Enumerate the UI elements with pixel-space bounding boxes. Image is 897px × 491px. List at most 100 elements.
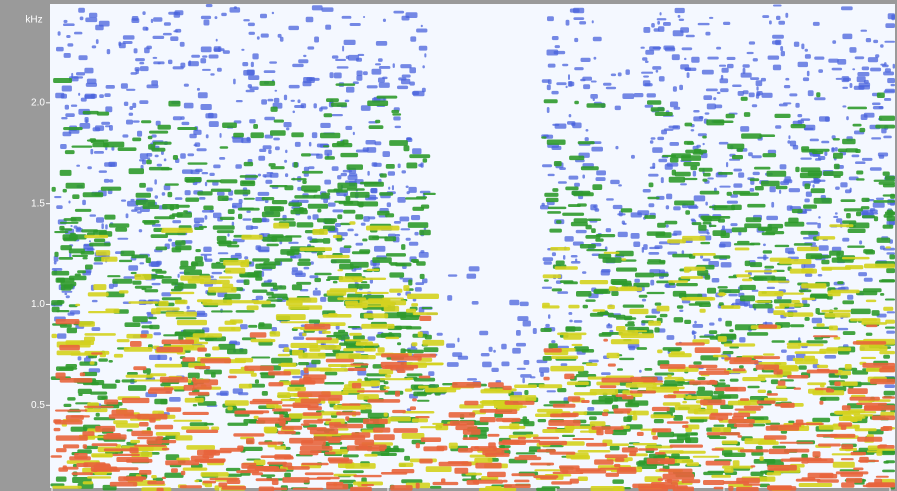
texture-cell [700, 242, 710, 244]
texture-cell [618, 72, 622, 76]
texture-cell [886, 268, 895, 273]
texture-cell [819, 116, 829, 121]
texture-cell [595, 238, 603, 241]
texture-cell [149, 418, 155, 423]
texture-cell [654, 273, 669, 276]
texture-cell [803, 205, 817, 209]
texture-cell [332, 349, 340, 352]
texture-cell [683, 178, 697, 180]
texture-cell [658, 478, 664, 481]
texture-cell [563, 281, 578, 284]
texture-cell [604, 252, 620, 254]
texture-cell [407, 294, 439, 299]
texture-cell [391, 110, 399, 113]
texture-cell [193, 130, 201, 135]
texture-cell [826, 389, 834, 393]
texture-cell [509, 423, 519, 429]
texture-cell [251, 62, 254, 67]
texture-cell [872, 406, 884, 408]
texture-cell [784, 312, 814, 316]
texture-cell [126, 334, 152, 339]
texture-cell [206, 180, 221, 183]
texture-cell [770, 258, 791, 262]
texture-cell [611, 291, 618, 296]
texture-cell [357, 71, 363, 77]
texture-cell [284, 95, 287, 101]
texture-cell [740, 193, 760, 196]
texture-cell [234, 411, 263, 415]
texture-cell [590, 94, 598, 99]
texture-cell [766, 216, 778, 220]
texture-cell [354, 305, 388, 307]
texture-cell [400, 217, 410, 222]
texture-cell [845, 364, 852, 370]
texture-cell [548, 420, 580, 426]
texture-cell [666, 205, 669, 209]
texture-cell [681, 276, 704, 279]
texture-cell [300, 446, 333, 451]
texture-cell [727, 192, 732, 196]
texture-cell [175, 332, 191, 337]
texture-cell [230, 7, 241, 12]
texture-cell [753, 304, 773, 309]
texture-cell [715, 105, 723, 109]
texture-cell [511, 473, 535, 476]
texture-cell [841, 444, 853, 449]
texture-cell [566, 86, 568, 89]
texture-cell [714, 487, 724, 490]
texture-cell [68, 312, 75, 315]
texture-cell [350, 192, 370, 198]
texture-cell [648, 252, 659, 255]
texture-cell [175, 245, 191, 250]
texture-cell [652, 147, 663, 153]
texture-cell [160, 383, 170, 386]
texture-cell [402, 75, 411, 78]
texture-cell [572, 438, 594, 440]
texture-cell [842, 257, 870, 260]
texture-cell [258, 192, 270, 196]
texture-cell [824, 151, 827, 156]
texture-cell [833, 462, 855, 468]
texture-cell [317, 419, 331, 421]
texture-cell [392, 469, 415, 473]
texture-cell [220, 146, 229, 149]
texture-cell [385, 213, 394, 217]
texture-cell [89, 13, 97, 18]
texture-cell [117, 238, 128, 240]
texture-cell [752, 104, 757, 107]
texture-cell [738, 435, 743, 438]
texture-cell [418, 164, 422, 167]
texture-cell [220, 133, 222, 138]
texture-cell [603, 409, 609, 412]
texture-cell [660, 460, 674, 464]
texture-cell [289, 85, 300, 89]
texture-cell [756, 92, 760, 96]
texture-cell [530, 463, 554, 466]
texture-cell [202, 69, 211, 71]
texture-cell [235, 358, 253, 363]
texture-cell [882, 396, 895, 399]
texture-cell [256, 478, 279, 481]
texture-cell [530, 376, 535, 378]
texture-cell [52, 268, 63, 271]
texture-cell [631, 212, 642, 217]
texture-cell [169, 357, 172, 361]
texture-cell [495, 409, 518, 414]
texture-cell [246, 90, 255, 93]
texture-cell [70, 225, 72, 227]
texture-cell [633, 242, 640, 248]
texture-cell [772, 35, 784, 39]
texture-cell [769, 20, 772, 24]
texture-cell [227, 423, 248, 426]
texture-cell [273, 138, 280, 141]
texture-cell [141, 487, 171, 491]
texture-cell [580, 244, 596, 249]
texture-cell [816, 236, 835, 240]
texture-cell [834, 175, 841, 178]
texture-cell [261, 304, 275, 308]
texture-cell [790, 324, 804, 327]
texture-cell [796, 420, 804, 426]
texture-cell [842, 139, 856, 145]
texture-cell [318, 395, 342, 401]
texture-cell [281, 321, 309, 323]
